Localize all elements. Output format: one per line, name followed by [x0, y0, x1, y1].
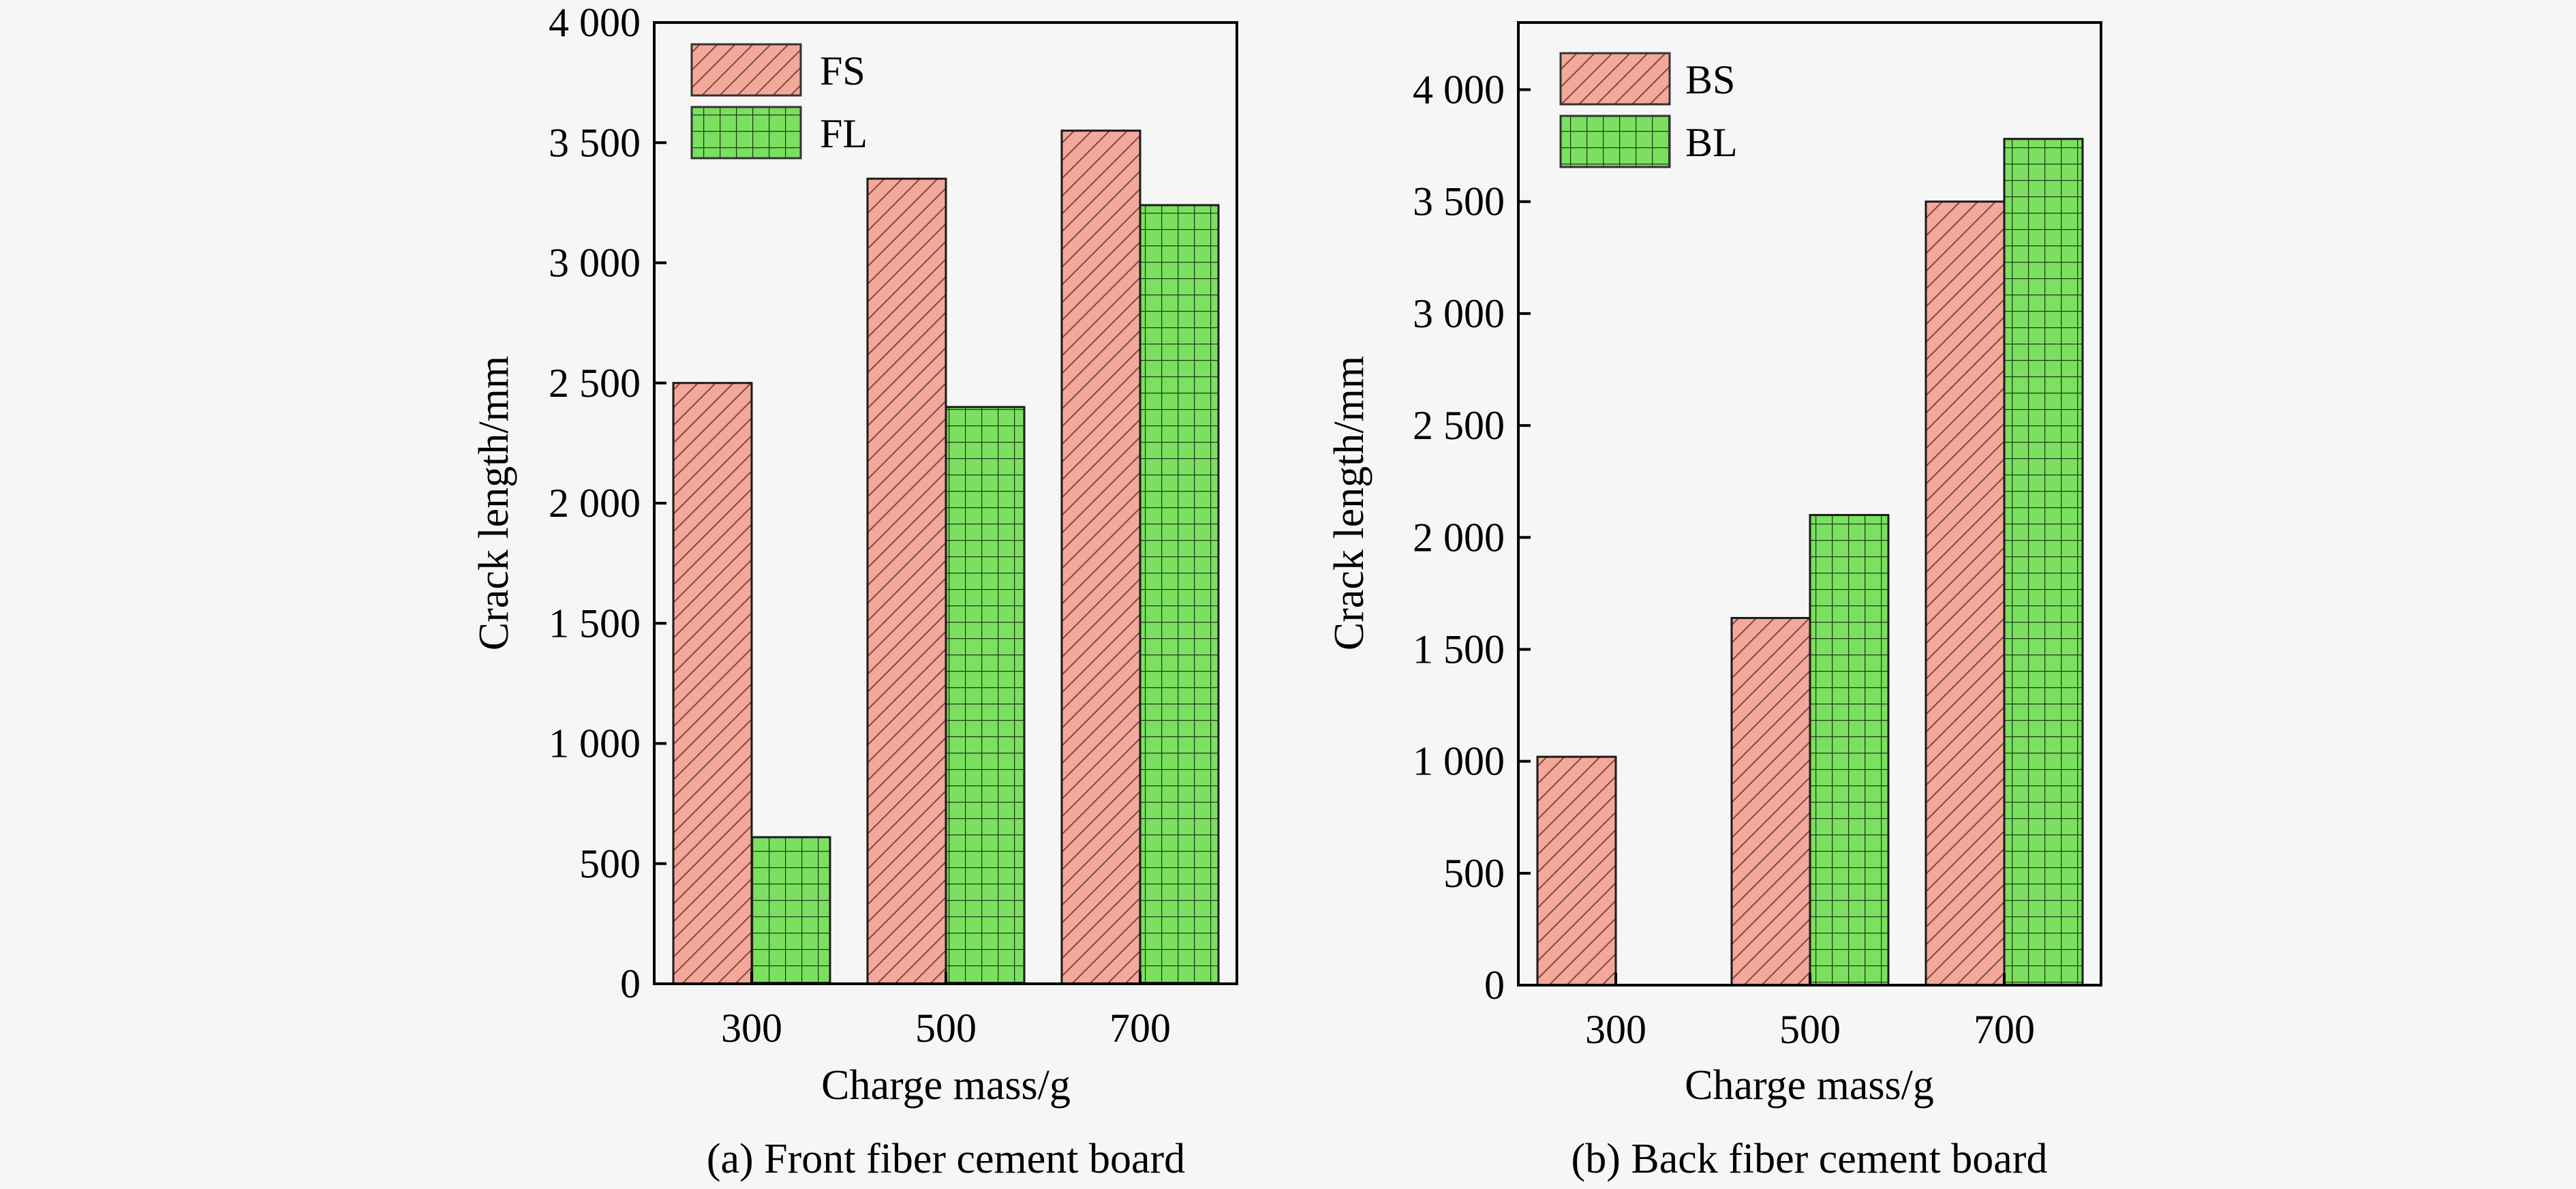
- y-tick-label: 2 000: [1413, 515, 1505, 560]
- bar-bs-700: [1925, 200, 2006, 987]
- y-tick-label: 4 000: [1413, 67, 1505, 112]
- y-tick-label: 2 000: [549, 481, 641, 526]
- legend-swatch-bs: [1559, 52, 1671, 106]
- legend-label-bs: BS: [1685, 57, 1735, 102]
- legend-swatch-bl: [1559, 115, 1671, 168]
- bar-fl-300: [750, 836, 831, 985]
- legend-swatch-fs: [690, 43, 802, 97]
- y-axis-ticks: 0 500 1 000 1 500 2 000 2 500 3 000 3 500 4 000: [1413, 67, 1531, 1008]
- y-tick-label: 1 500: [549, 601, 641, 646]
- legend: FS FL: [690, 43, 868, 160]
- x-axis-title: Charge mass/g: [1685, 1062, 1934, 1109]
- bar-fl-700: [1139, 204, 1220, 985]
- legend: BS BL: [1559, 52, 1738, 168]
- y-tick-label: 0: [620, 961, 641, 1006]
- x-tick-label: 700: [1109, 1006, 1171, 1051]
- bars-layer: [1536, 138, 2084, 987]
- y-tick-label: 500: [1443, 851, 1505, 896]
- x-axis-ticks: 300 500 700: [1585, 973, 2035, 1052]
- y-axis-title: Crack length/mm: [1326, 356, 1373, 650]
- legend-swatch-fl: [690, 106, 802, 160]
- legend-label-bl: BL: [1685, 120, 1738, 165]
- y-tick-label: 2 500: [549, 361, 641, 406]
- bar-bs-500: [1730, 616, 1811, 987]
- x-tick-label: 300: [721, 1006, 782, 1051]
- bar-fl-500: [945, 406, 1026, 985]
- y-tick-label: 1 500: [1413, 627, 1505, 672]
- y-tick-label: 3 000: [549, 241, 641, 286]
- y-tick-label: 3 000: [1413, 291, 1505, 336]
- bar-fs-500: [866, 177, 947, 985]
- y-tick-label: 3 500: [1413, 179, 1505, 224]
- y-axis-ticks: 0 500 1 000 1 500 2 000 2 500 3 000 3 500 4 000: [549, 0, 666, 1006]
- bars-layer: [672, 130, 1220, 985]
- x-axis-ticks: 300 500 700: [721, 972, 1171, 1051]
- chart-caption: (b) Back fiber cement board: [1571, 1136, 2048, 1182]
- bar-bl-700: [2003, 138, 2084, 987]
- chart-caption: (a) Front fiber cement board: [707, 1136, 1185, 1182]
- y-tick-label: 500: [579, 841, 641, 886]
- x-axis-title: Charge mass/g: [821, 1062, 1071, 1109]
- bar-bs-300: [1536, 755, 1617, 987]
- y-tick-label: 4 000: [549, 0, 641, 45]
- y-tick-label: 0: [1484, 963, 1505, 1008]
- bar-fs-700: [1060, 130, 1141, 985]
- legend-label-fs: FS: [820, 48, 865, 93]
- y-tick-label: 1 000: [1413, 739, 1505, 784]
- y-tick-label: 2 500: [1413, 403, 1505, 448]
- x-tick-label: 700: [1974, 1007, 2035, 1052]
- bar-bl-500: [1809, 513, 1890, 987]
- x-tick-label: 500: [915, 1006, 977, 1051]
- bar-fs-300: [672, 382, 753, 985]
- y-tick-label: 3 500: [549, 120, 641, 165]
- legend-label-fl: FL: [820, 111, 868, 156]
- x-tick-label: 500: [1779, 1007, 1841, 1052]
- y-axis-title: Crack length/mm: [471, 356, 517, 650]
- x-tick-label: 300: [1585, 1007, 1646, 1052]
- y-tick-label: 1 000: [549, 721, 641, 766]
